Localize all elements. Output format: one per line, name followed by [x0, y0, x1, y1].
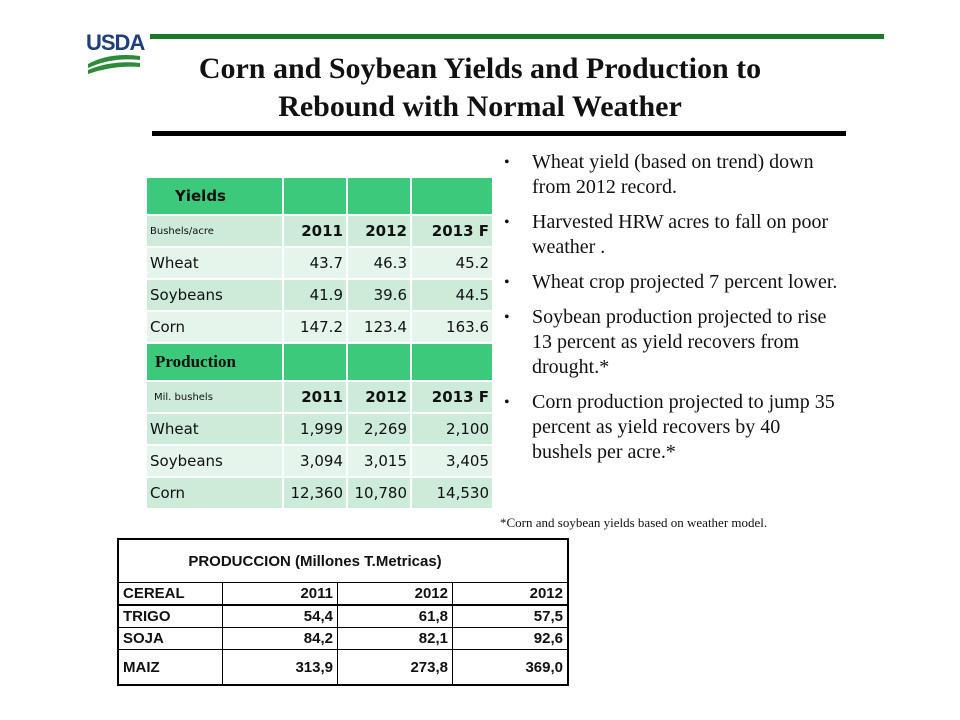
- table-cell: 369,0: [452, 649, 569, 686]
- bullet-text: Wheat yield (based on trend) down from 2…: [532, 151, 814, 198]
- table-cell: 147.2: [284, 312, 346, 342]
- bullet-item: • Wheat crop projected 7 percent lower.: [500, 270, 840, 295]
- table-row: Corn 12,360 10,780 14,530: [147, 478, 492, 508]
- table-cell: 14,530: [412, 478, 492, 508]
- table-cell: 10,780: [348, 478, 410, 508]
- usda-logo-swoosh-icon: [88, 55, 140, 74]
- year-header: 2012: [348, 382, 410, 412]
- bullet-dot: •: [504, 394, 510, 411]
- table-cell: 12,360: [284, 478, 346, 508]
- production-unit: Mil. bushels: [147, 382, 282, 412]
- spanish-table-header-row: CEREAL 2011 2012 2012: [117, 582, 569, 606]
- slide-title: Corn and Soybean Yields and Production t…: [150, 50, 810, 126]
- bullet-text: Wheat crop projected 7 percent lower.: [532, 271, 838, 293]
- bullet-item: • Harvested HRW acres to fall on poor wea…: [500, 210, 840, 260]
- yields-production-table: Yields Bushels/acre 2011 2012 2013 F Whe…: [145, 176, 494, 510]
- year-header: 2011: [284, 216, 346, 246]
- table-cell: 3,094: [284, 446, 346, 476]
- table-cell: 273,8: [337, 649, 453, 686]
- cereal-label: SOJA: [117, 627, 223, 650]
- column-header: 2011: [222, 582, 338, 606]
- table-row: Soybeans 41.9 39.6 44.5: [147, 280, 492, 310]
- yields-unit: Bushels/acre: [147, 216, 282, 246]
- table-row: Wheat 43.7 46.3 45.2: [147, 248, 492, 278]
- yields-section-header: Yields: [147, 178, 492, 214]
- bullet-item: • Corn production projected to jump 35 pe…: [500, 390, 840, 465]
- year-header: 2013 F: [412, 382, 492, 412]
- spanish-production-table: PRODUCCION (Millones T.Metricas) CEREAL …: [117, 538, 569, 686]
- year-header: 2011: [284, 382, 346, 412]
- year-header: 2012: [348, 216, 410, 246]
- crop-label: Soybeans: [147, 280, 282, 310]
- header-black-rule: [152, 131, 846, 136]
- table-cell: 92,6: [452, 627, 569, 650]
- bullet-text: Harvested HRW acres to fall on poor weat…: [532, 211, 829, 258]
- bullet-dot: •: [504, 274, 510, 291]
- table-cell: 39.6: [348, 280, 410, 310]
- table-cell: 43.7: [284, 248, 346, 278]
- table-row: SOJA 84,2 82,1 92,6: [117, 627, 569, 650]
- bullet-item: • Wheat yield (based on trend) down from …: [500, 150, 840, 200]
- table-cell: 163.6: [412, 312, 492, 342]
- yields-section-label: Yields: [147, 178, 282, 214]
- bullet-text: Corn production projected to jump 35 per…: [532, 391, 835, 463]
- cereal-label: MAIZ: [117, 649, 223, 686]
- table-cell: 46.3: [348, 248, 410, 278]
- table-cell: 61,8: [337, 604, 453, 628]
- table-cell: 3,405: [412, 446, 492, 476]
- table-cell: 2,269: [348, 414, 410, 444]
- usda-logo-text: USDA: [86, 30, 145, 55]
- column-header: CEREAL: [117, 582, 223, 606]
- table-row: Corn 147.2 123.4 163.6: [147, 312, 492, 342]
- table-row: TRIGO 54,4 61,8 57,5: [117, 604, 569, 628]
- table-row: MAIZ 313,9 273,8 369,0: [117, 649, 569, 686]
- crop-label: Wheat: [147, 414, 282, 444]
- yields-year-row: Bushels/acre 2011 2012 2013 F: [147, 216, 492, 246]
- table-cell: 2,100: [412, 414, 492, 444]
- bullet-item: • Soybean production projected to rise 13…: [500, 305, 840, 380]
- column-header: 2012: [337, 582, 453, 606]
- crop-label: Soybeans: [147, 446, 282, 476]
- table-cell: 57,5: [452, 604, 569, 628]
- column-header: 2012: [452, 582, 569, 606]
- table-cell: 1,999: [284, 414, 346, 444]
- production-year-row: Mil. bushels 2011 2012 2013 F: [147, 382, 492, 412]
- table-cell: 313,9: [222, 649, 338, 686]
- slide-title-line2: Rebound with Normal Weather: [278, 90, 682, 123]
- bullet-text: Soybean production projected to rise 13 …: [532, 306, 827, 378]
- crop-label: Corn: [147, 312, 282, 342]
- table-cell: 123.4: [348, 312, 410, 342]
- slide-title-line1: Corn and Soybean Yields and Production t…: [198, 52, 762, 85]
- spanish-table-title-text: PRODUCCION (Millones T.Metricas): [188, 552, 442, 570]
- spanish-table-title-row: PRODUCCION (Millones T.Metricas): [117, 538, 569, 583]
- table-cell: 54,4: [222, 604, 338, 628]
- table-cell: 82,1: [337, 627, 453, 650]
- bullet-dot: •: [504, 154, 510, 171]
- cereal-label: TRIGO: [117, 604, 223, 628]
- table-cell: 44.5: [412, 280, 492, 310]
- year-header: 2013 F: [412, 216, 492, 246]
- table-row: Wheat 1,999 2,269 2,100: [147, 414, 492, 444]
- crop-label: Corn: [147, 478, 282, 508]
- bullet-list: • Wheat yield (based on trend) down from …: [500, 150, 840, 475]
- footnote: *Corn and soybean yields based on weathe…: [500, 515, 768, 530]
- production-section-header: Production: [147, 344, 492, 380]
- crop-label: Wheat: [147, 248, 282, 278]
- production-section-label: Production: [147, 344, 282, 380]
- table-cell: 84,2: [222, 627, 338, 650]
- table-cell: 3,015: [348, 446, 410, 476]
- spanish-table-title: PRODUCCION (Millones T.Metricas): [117, 538, 569, 583]
- table-cell: 45.2: [412, 248, 492, 278]
- table-cell: 41.9: [284, 280, 346, 310]
- table-row: Soybeans 3,094 3,015 3,405: [147, 446, 492, 476]
- header-green-rule: [150, 34, 884, 39]
- usda-logo: USDA: [86, 30, 145, 74]
- bullet-dot: •: [504, 309, 510, 326]
- bullet-dot: •: [504, 214, 510, 231]
